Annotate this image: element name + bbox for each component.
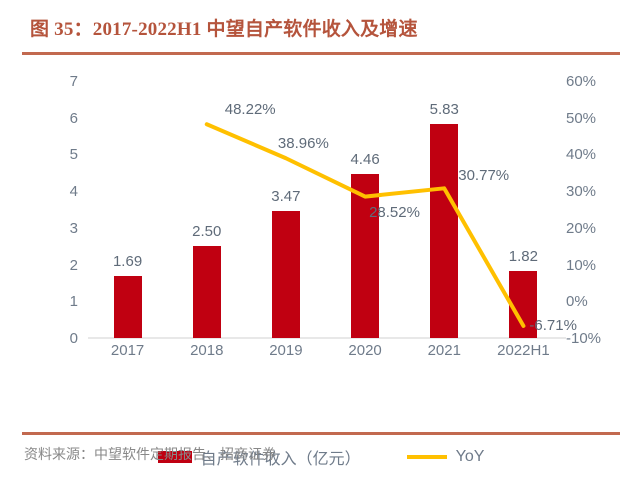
bar[interactable] bbox=[113, 275, 142, 338]
left-axis-tick: 7 bbox=[69, 73, 78, 90]
right-axis-tick: 0% bbox=[566, 293, 588, 311]
yoy-line bbox=[204, 122, 526, 328]
figure-title: 图 35：2017-2022H1 中望自产软件收入及增速 bbox=[30, 19, 418, 40]
bar-value-label: 2.50 bbox=[192, 223, 222, 241]
right-axis-tick: 30% bbox=[566, 183, 597, 201]
x-axis-tick: 2019 bbox=[269, 342, 303, 359]
yoy-value-label: 38.96% bbox=[277, 135, 329, 153]
yoy-value-label: 30.77% bbox=[458, 167, 510, 185]
left-axis-tick: 0 bbox=[69, 330, 78, 347]
legend-label-revenue: 自产软件收入（亿元） bbox=[200, 451, 361, 468]
bar-swatch-icon bbox=[157, 451, 192, 463]
bar-value-label: 3.47 bbox=[271, 187, 301, 205]
bar[interactable] bbox=[351, 174, 380, 338]
left-axis-tick: 3 bbox=[69, 219, 78, 237]
bar-value-label: 5.83 bbox=[429, 100, 459, 118]
bar-column bbox=[430, 81, 459, 338]
bar-column bbox=[271, 81, 300, 338]
bar-value-label: 1.69 bbox=[112, 252, 143, 270]
bar[interactable] bbox=[271, 210, 300, 338]
left-axis-tick: 4 bbox=[69, 183, 78, 201]
bar-column bbox=[351, 81, 380, 338]
source-divider bbox=[22, 432, 620, 435]
right-axis-tick: 20% bbox=[566, 219, 597, 237]
right-axis-tick: -10% bbox=[566, 330, 602, 347]
x-axis-tick: 2017 bbox=[110, 342, 145, 359]
source-note: 资料来源：中望软件定期报告、招商证券 bbox=[24, 448, 276, 463]
right-axis-tick: 50% bbox=[566, 109, 597, 127]
bar-value-label: 1.82 bbox=[508, 248, 538, 266]
x-axis-tick: 2018 bbox=[190, 342, 224, 359]
right-axis-tick: 10% bbox=[566, 256, 597, 274]
bar-column bbox=[113, 81, 142, 338]
legend-label-yoy: YoY bbox=[455, 448, 485, 465]
x-axis-tick: 2022H1 bbox=[497, 342, 550, 359]
chart-area: 0 1 2 3 4 5 6 7 -10% 0% 10% 20% 30% 40% 50% 60% 1.69 2.… bbox=[0, 60, 642, 468]
right-axis-tick: 40% bbox=[566, 146, 597, 164]
bar[interactable] bbox=[192, 246, 221, 338]
bar-value-label: 4.46 bbox=[350, 151, 380, 169]
legend-item-yoy[interactable]: YoY bbox=[406, 448, 485, 466]
plot-area bbox=[88, 81, 563, 338]
yoy-value-label: 48.22% bbox=[224, 101, 276, 119]
title-divider bbox=[22, 52, 620, 55]
left-axis-tick: 2 bbox=[69, 256, 78, 274]
yoy-value-label: -6.71% bbox=[529, 316, 577, 334]
bar[interactable] bbox=[430, 123, 459, 338]
yoy-value-label: 28.52% bbox=[369, 203, 420, 221]
legend-item-revenue[interactable]: 自产软件收入（亿元） bbox=[157, 445, 361, 469]
right-axis-tick: 60% bbox=[566, 73, 597, 90]
x-axis-line bbox=[88, 337, 566, 339]
left-axis-tick: 5 bbox=[69, 146, 78, 164]
left-axis-tick: 6 bbox=[69, 109, 78, 127]
x-axis-tick: 2021 bbox=[427, 342, 461, 359]
yoy-line-series bbox=[204, 122, 526, 328]
x-axis-tick: 2020 bbox=[348, 342, 382, 359]
chart-legend: 自产软件收入（亿元） YoY bbox=[0, 445, 642, 469]
bar-column bbox=[192, 81, 221, 338]
line-swatch-icon bbox=[406, 455, 447, 459]
left-axis-tick: 1 bbox=[69, 293, 78, 311]
